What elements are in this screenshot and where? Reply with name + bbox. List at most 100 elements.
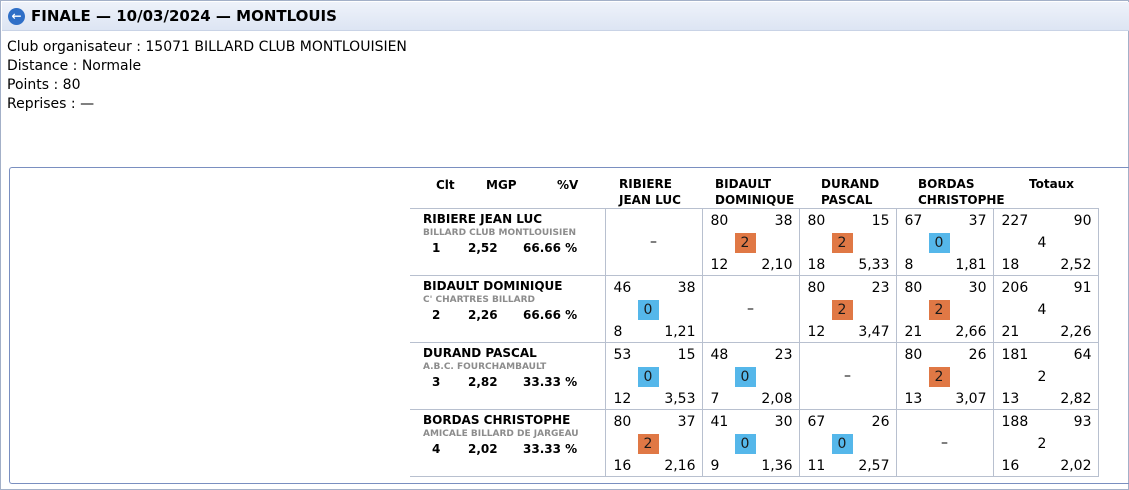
match-cell: 48 23 0 7 2,08 — [701, 342, 800, 410]
header-mgp: MGP — [486, 178, 517, 192]
match-average: 2,10 — [761, 257, 793, 273]
match-best-serie: 15 — [871, 213, 890, 229]
match-points: 80 — [904, 280, 923, 296]
totals-cell: 227 90 4 18 2,52 — [992, 208, 1099, 276]
player-mgp: 2,02 — [468, 442, 498, 456]
match-result-badge: 0 — [734, 434, 756, 454]
match-best-serie: 30 — [774, 414, 793, 430]
player-mgp: 2,82 — [468, 375, 498, 389]
match-points: 53 — [613, 347, 632, 363]
match-reprises: 8 — [613, 324, 623, 340]
player-name: RIBIERE JEAN LUC — [423, 212, 543, 226]
table-row: BIDAULT DOMINIQUE C' CHARTRES BILLARD 2 2,2… — [410, 275, 1099, 343]
match-reprises: 11 — [807, 458, 826, 474]
match-result-badge: 2 — [928, 367, 950, 387]
total-match-points: 2 — [1037, 369, 1047, 385]
player-club: A.B.C. FOURCHAMBAULT — [423, 362, 547, 372]
match-average: 3,47 — [858, 324, 890, 340]
self-match-dash: – — [941, 435, 948, 451]
total-points: 227 — [1001, 213, 1029, 229]
match-cell: – — [798, 342, 897, 410]
table-row: BORDAS CHRISTOPHE AMICALE BILLARD DE JARG… — [410, 409, 1099, 477]
distance: Distance : Normale — [7, 58, 142, 74]
match-average: 3,53 — [664, 391, 696, 407]
match-points: 41 — [710, 414, 729, 430]
total-average: 2,52 — [1060, 257, 1092, 273]
match-reprises: 9 — [710, 458, 720, 474]
player-mgp: 2,26 — [468, 308, 498, 322]
match-best-serie: 38 — [774, 213, 793, 229]
match-best-serie: 38 — [677, 280, 696, 296]
match-points: 67 — [904, 213, 923, 229]
total-reprises: 13 — [1001, 391, 1020, 407]
competition-info: Club organisateur : 15071 BILLARD CLUB M… — [7, 38, 407, 114]
header-totals: Totaux — [1029, 177, 1074, 191]
match-result-badge: 0 — [637, 367, 659, 387]
total-match-points: 4 — [1037, 235, 1047, 251]
match-cell: – — [604, 208, 703, 276]
match-average: 3,07 — [955, 391, 987, 407]
arrow-left-icon[interactable]: ← — [8, 7, 25, 25]
match-result-badge: 0 — [637, 300, 659, 320]
match-average: 2,08 — [761, 391, 793, 407]
match-points: 80 — [710, 213, 729, 229]
match-best-serie: 30 — [968, 280, 987, 296]
match-cell: 67 37 0 8 1,81 — [895, 208, 994, 276]
page-title: FINALE — 10/03/2024 — MONTLOUIS — [31, 7, 337, 25]
match-cell: – — [895, 409, 994, 477]
totals-cell: 188 93 2 16 2,02 — [992, 409, 1099, 477]
self-match-dash: – — [844, 368, 851, 384]
match-cell: 80 23 2 12 3,47 — [798, 275, 897, 343]
match-points: 80 — [807, 280, 826, 296]
match-average: 1,81 — [955, 257, 987, 273]
player-name: BORDAS CHRISTOPHE — [423, 413, 571, 427]
match-best-serie: 23 — [774, 347, 793, 363]
player-club: AMICALE BILLARD DE JARGEAU — [423, 429, 579, 439]
match-points: 80 — [807, 213, 826, 229]
results-table: RIBIERE JEAN LUC BILLARD CLUB MONTLOUISIE… — [410, 208, 1099, 477]
total-average: 2,82 — [1060, 391, 1092, 407]
match-reprises: 13 — [904, 391, 923, 407]
total-points: 181 — [1001, 347, 1029, 363]
match-cell: 67 26 0 11 2,57 — [798, 409, 897, 477]
player-cell: DURAND PASCAL A.B.C. FOURCHAMBAULT 3 2,82 33… — [410, 342, 606, 410]
header-opponent: DURAND PASCAL — [821, 177, 880, 207]
player-club: BILLARD CLUB MONTLOUISIEN — [423, 228, 577, 238]
player-name: BIDAULT DOMINIQUE — [423, 279, 563, 293]
total-match-points: 4 — [1037, 302, 1047, 318]
match-reprises: 8 — [904, 257, 914, 273]
title-bar: ← FINALE — 10/03/2024 — MONTLOUIS — [2, 2, 1129, 31]
player-win-percent: 66.66 % — [523, 308, 578, 322]
match-result-badge: 0 — [831, 434, 853, 454]
match-reprises: 21 — [904, 324, 923, 340]
organizer-club: Club organisateur : 15071 BILLARD CLUB M… — [7, 39, 407, 55]
match-average: 2,16 — [664, 458, 696, 474]
total-best-serie: 64 — [1073, 347, 1092, 363]
total-reprises: 18 — [1001, 257, 1020, 273]
total-average: 2,02 — [1060, 458, 1092, 474]
player-cell: BIDAULT DOMINIQUE C' CHARTRES BILLARD 2 2,2… — [410, 275, 606, 343]
match-average: 2,66 — [955, 324, 987, 340]
total-best-serie: 93 — [1073, 414, 1092, 430]
player-rank: 4 — [432, 442, 441, 456]
match-average: 1,36 — [761, 458, 793, 474]
player-name: DURAND PASCAL — [423, 346, 537, 360]
total-match-points: 2 — [1037, 436, 1047, 452]
self-match-dash: – — [650, 234, 657, 250]
player-win-percent: 33.33 % — [523, 442, 578, 456]
match-best-serie: 37 — [677, 414, 696, 430]
player-cell: RIBIERE JEAN LUC BILLARD CLUB MONTLOUISIE… — [410, 208, 606, 276]
match-best-serie: 15 — [677, 347, 696, 363]
player-mgp: 2,52 — [468, 241, 498, 255]
match-reprises: 12 — [710, 257, 729, 273]
match-cell: 80 37 2 16 2,16 — [604, 409, 703, 477]
player-win-percent: 33.33 % — [523, 375, 578, 389]
totals-cell: 206 91 4 21 2,26 — [992, 275, 1099, 343]
total-reprises: 21 — [1001, 324, 1020, 340]
results-panel — [9, 167, 1129, 484]
points: Points : 80 — [7, 77, 81, 93]
self-match-dash: – — [747, 301, 754, 317]
match-reprises: 12 — [807, 324, 826, 340]
match-points: 80 — [613, 414, 632, 430]
